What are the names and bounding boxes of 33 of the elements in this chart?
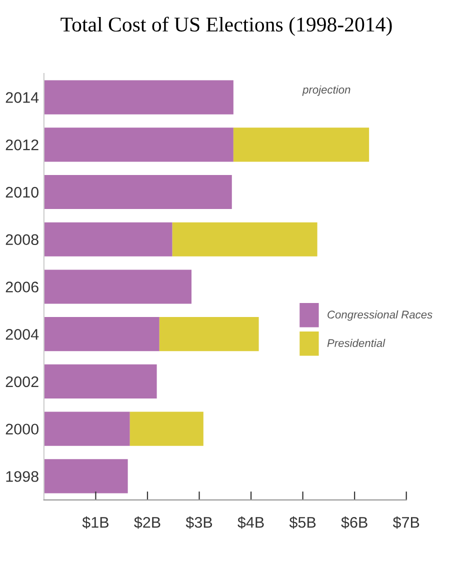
bar: [44, 412, 130, 446]
y-tick-label: 2014: [6, 92, 39, 103]
x-tick-label: $4B: [238, 516, 264, 529]
bar: [44, 317, 160, 352]
x-tick-label: $7B: [392, 516, 420, 529]
y-tick-label: 2004: [6, 328, 39, 340]
bar: [44, 222, 172, 256]
x-tick-label: $2B: [134, 516, 160, 529]
y-tick-label: 2006: [6, 282, 38, 292]
bar: [44, 364, 157, 399]
y-tick-label: 2010: [6, 186, 38, 198]
legend-label: Congressional Races: [328, 310, 432, 321]
y-tick-label: 2012: [6, 140, 38, 150]
x-tick-label: $1B: [82, 516, 108, 529]
x-tick-label: $3B: [186, 516, 212, 529]
bar: [130, 412, 204, 446]
y-tick-label: 2000: [6, 424, 38, 435]
bar: [44, 128, 234, 162]
x-tick-label: $6B: [341, 516, 368, 529]
bar: [233, 128, 370, 162]
bar: [172, 222, 318, 256]
y-tick-label: 2008: [6, 234, 38, 246]
bar: [159, 317, 259, 352]
bar: [44, 174, 232, 210]
x-tick-label: $5B: [289, 516, 316, 529]
bar: [44, 270, 192, 304]
annotation: projection: [302, 85, 350, 96]
chart-title: Total Cost of US Elections (1998-2014): [60, 16, 392, 36]
y-tick-label: 1998: [6, 471, 38, 482]
y-tick-label: 2002: [6, 376, 38, 388]
bar: [44, 80, 234, 114]
bar: [44, 459, 128, 494]
legend-label: Presidential: [327, 338, 386, 348]
